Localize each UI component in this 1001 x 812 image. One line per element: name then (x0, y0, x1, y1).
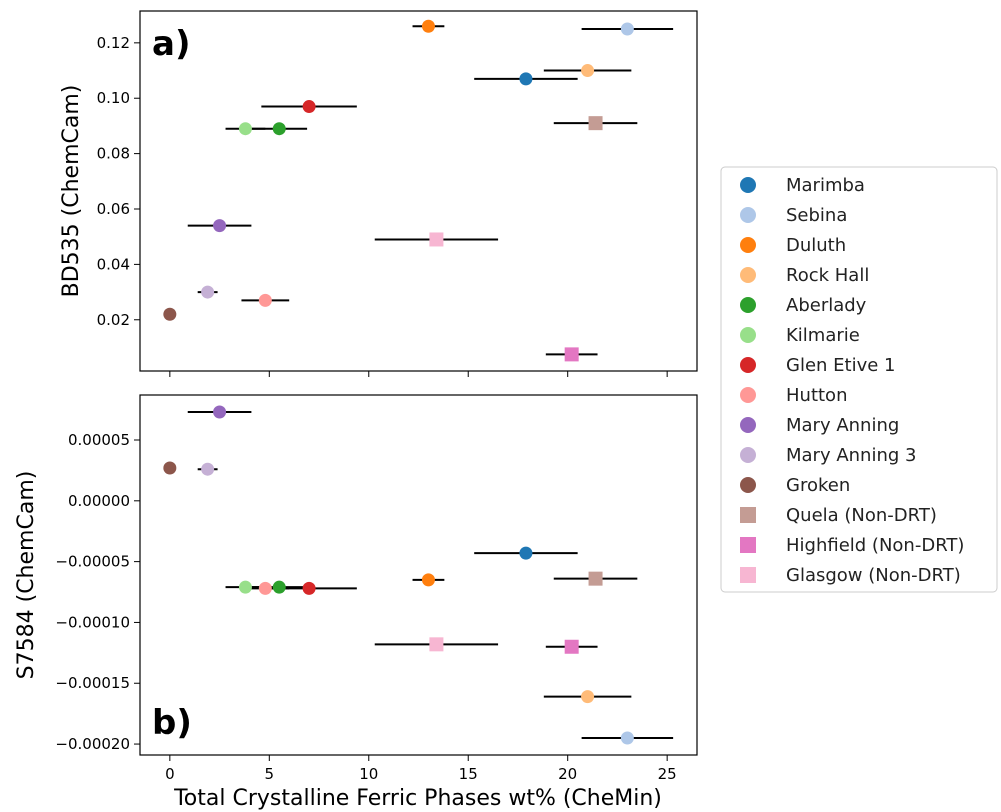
legend-marker-hutton (740, 387, 756, 403)
y-tick-label: −0.00020 (55, 735, 130, 753)
legend-label-glen-etive-1: Glen Etive 1 (786, 355, 896, 376)
point-hutton (258, 293, 272, 307)
panel-b-ylabel: S7584 (ChemCam) (14, 471, 39, 680)
point-kilmarie (238, 122, 252, 136)
legend-marker-duluth (740, 237, 756, 253)
legend-marker-rock-hall (740, 267, 756, 283)
legend-label-mary-anning: Mary Anning (786, 415, 899, 436)
y-tick-label: 0.04 (97, 255, 130, 273)
point-groken (163, 461, 177, 475)
legend-label-kilmarie: Kilmarie (786, 325, 860, 346)
x-tick-label: 10 (359, 765, 378, 783)
legend-label-highfield-non-drt: Highfield (Non-DRT) (786, 535, 964, 556)
point-highfield-non-drt (564, 347, 579, 362)
point-glasgow-non-drt (429, 232, 444, 247)
point-aberlady (272, 122, 286, 136)
x-tick-label: 5 (265, 765, 275, 783)
legend-marker-highfield-non-drt (740, 537, 756, 553)
y-tick-label: 0.10 (97, 89, 130, 107)
point-quela-non-drt (588, 571, 603, 586)
point-mary-anning (213, 405, 227, 419)
legend-marker-sebina (740, 207, 756, 223)
y-tick-label: −0.00005 (55, 553, 130, 571)
legend-label-rock-hall: Rock Hall (786, 265, 869, 286)
panel-a-ylabel: BD535 (ChemCam) (59, 85, 84, 298)
legend: Marimba Sebina Duluth Rock Hall Aberlady Kilm… (720, 166, 998, 593)
point-groken (163, 307, 177, 321)
legend-marker-mary-anning-3 (740, 447, 756, 463)
legend-label-groken: Groken (786, 475, 850, 496)
y-tick-label: 0.08 (97, 145, 130, 163)
point-mary-anning-3 (201, 285, 215, 299)
panel-a-frame (139, 10, 698, 372)
y-tick-label: 0.02 (97, 311, 130, 329)
panel-a: 0.02 0.04 0.06 0.08 0.10 0.12 a) BD535 (ChemC… (59, 10, 698, 377)
point-kilmarie (238, 580, 252, 594)
x-tick-label: 0 (165, 765, 175, 783)
legend-marker-kilmarie (740, 327, 756, 343)
legend-marker-marimba (740, 177, 756, 193)
point-marimba (519, 72, 533, 86)
x-tick-label: 25 (658, 765, 677, 783)
point-duluth (421, 19, 435, 33)
point-aberlady (272, 580, 286, 594)
legend-marker-aberlady (740, 297, 756, 313)
panel-b: 0.00005 0.00000 −0.00005 −0.00010 −0.00015 −0… (14, 394, 698, 783)
point-marimba (519, 546, 533, 560)
point-rock-hall (581, 690, 595, 704)
point-mary-anning-3 (201, 462, 215, 476)
x-tick-label: 20 (558, 765, 577, 783)
y-tick-label: 0.12 (97, 34, 130, 52)
point-sebina (620, 22, 634, 36)
legend-label-hutton: Hutton (786, 385, 847, 406)
panel-a-label: a) (152, 24, 190, 64)
legend-marker-glen-etive-1 (740, 357, 756, 373)
point-quela-non-drt (588, 116, 603, 131)
y-tick-label: 0.06 (97, 200, 130, 218)
point-glen-etive-1 (302, 581, 316, 595)
x-tick-label: 15 (459, 765, 478, 783)
panel-b-label: b) (152, 703, 192, 743)
point-mary-anning (213, 219, 227, 233)
point-rock-hall (581, 64, 595, 78)
legend-marker-glasgow-non-drt (740, 567, 756, 583)
y-tick-label: 0.00000 (68, 492, 130, 510)
point-highfield-non-drt (564, 639, 579, 654)
y-tick-label: 0.00005 (68, 431, 130, 449)
legend-label-mary-anning-3: Mary Anning 3 (786, 445, 916, 466)
point-glasgow-non-drt (429, 637, 444, 652)
x-axis-label: Total Crystalline Ferric Phases wt% (Che… (173, 786, 662, 811)
legend-label-duluth: Duluth (786, 235, 846, 256)
legend-marker-groken (740, 477, 756, 493)
legend-label-sebina: Sebina (786, 205, 847, 226)
legend-box (720, 166, 998, 593)
y-tick-label: −0.00015 (55, 674, 130, 692)
point-glen-etive-1 (302, 100, 316, 114)
legend-label-aberlady: Aberlady (786, 295, 867, 316)
panel-b-frame (139, 394, 698, 756)
legend-label-glasgow-non-drt: Glasgow (Non-DRT) (786, 565, 961, 586)
legend-label-quela-non-drt: Quela (Non-DRT) (786, 505, 937, 526)
legend-marker-mary-anning (740, 417, 756, 433)
point-duluth (421, 573, 435, 587)
y-tick-label: −0.00010 (55, 613, 130, 631)
point-hutton (258, 581, 272, 595)
point-sebina (620, 731, 634, 745)
legend-label-marimba: Marimba (786, 175, 865, 196)
legend-marker-quela-non-drt (740, 507, 756, 523)
